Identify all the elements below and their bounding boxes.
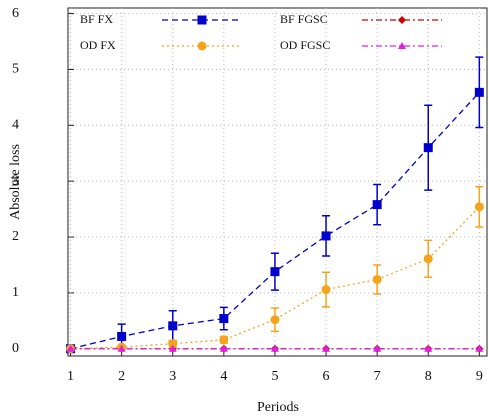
marker — [270, 267, 280, 277]
marker — [117, 331, 127, 341]
marker — [321, 285, 331, 295]
marker — [117, 344, 126, 352]
plot-frame — [67, 7, 488, 357]
marker — [66, 344, 75, 352]
x-tick-label: 4 — [220, 369, 227, 384]
x-tick-label: 9 — [476, 369, 483, 384]
marker — [197, 15, 207, 25]
marker — [321, 231, 331, 241]
x-axis-label: Periods — [257, 400, 299, 415]
marker — [168, 344, 177, 352]
x-tick-label: 8 — [425, 369, 432, 384]
marker — [475, 344, 484, 352]
marker — [474, 202, 484, 212]
y-tick-label: 3 — [12, 173, 19, 188]
y-axis-label: Absolute loss — [8, 144, 23, 220]
x-tick-label: 6 — [323, 369, 330, 384]
y-tick-label: 6 — [12, 6, 19, 21]
marker — [398, 42, 406, 49]
marker — [424, 344, 433, 352]
series-line — [70, 206, 480, 350]
marker — [423, 254, 433, 264]
marker — [168, 321, 178, 331]
x-tick-label: 3 — [169, 369, 176, 384]
marker — [474, 87, 484, 97]
marker — [398, 16, 406, 24]
y-tick-label: 2 — [12, 229, 19, 244]
legend-label: BF FGSC — [280, 12, 328, 26]
y-tick-label: 1 — [12, 285, 19, 300]
legend-label: OD FX — [80, 38, 116, 52]
marker — [372, 274, 382, 284]
marker — [219, 335, 229, 345]
legend-label: OD FGSC — [280, 38, 330, 52]
x-tick-label: 1 — [67, 369, 74, 384]
legend-label: BF FX — [80, 12, 113, 26]
marker — [270, 315, 280, 325]
y-tick-label: 4 — [12, 118, 19, 133]
marker — [219, 314, 229, 324]
marker — [219, 344, 228, 352]
marker — [168, 339, 178, 349]
y-tick-label: 0 — [12, 341, 19, 356]
x-tick-label: 7 — [374, 369, 381, 384]
y-tick-label: 5 — [12, 62, 19, 77]
marker — [197, 41, 207, 51]
marker — [322, 344, 331, 352]
marker — [423, 143, 433, 153]
x-tick-label: 5 — [271, 369, 278, 384]
marker — [372, 200, 382, 210]
x-tick-label: 2 — [118, 369, 125, 384]
marker — [373, 344, 382, 352]
marker — [270, 344, 279, 352]
